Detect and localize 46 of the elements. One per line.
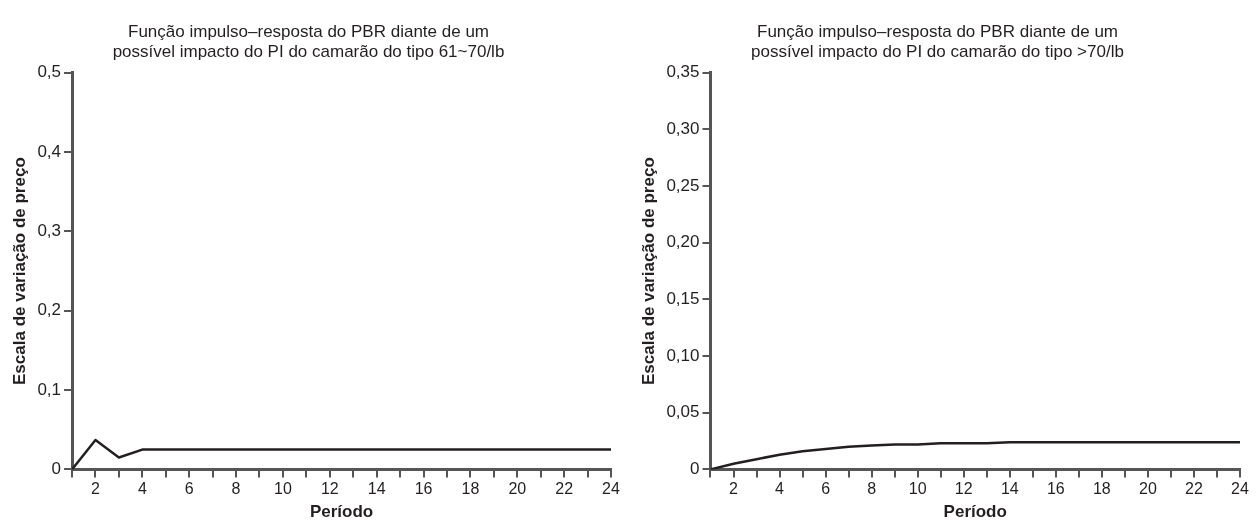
x-tick-label: 24 <box>602 480 620 498</box>
x-tick-label: 22 <box>555 480 574 498</box>
x-tick-label: 8 <box>231 480 241 498</box>
y-tick-label: 0,35 <box>666 62 700 82</box>
y-tick-label: 0 <box>51 459 62 479</box>
x-tick-label: 2 <box>729 480 739 498</box>
x-tick-label: 14 <box>367 480 386 498</box>
x-tick-label: 16 <box>1046 480 1065 498</box>
x-tick-label: 6 <box>184 480 194 498</box>
x-tick-label: 4 <box>775 480 785 498</box>
x-tick-label: 10 <box>274 480 292 498</box>
y-tick-label: 0,5 <box>37 62 62 82</box>
y-tick-label: 0,2 <box>37 300 62 320</box>
y-axis-title: Escala de variação de preço <box>9 157 29 385</box>
text: Função impulso–resposta do PBR diante de um <box>757 21 1118 41</box>
y-tick-label: 0,4 <box>37 141 62 161</box>
x-tick-label: 24 <box>1231 480 1249 498</box>
y-tick-label: 0,10 <box>666 345 700 365</box>
text: possível impacto do PI do camarão do tipo >70/lb <box>751 42 1124 62</box>
x-tick-label: 20 <box>1139 480 1157 498</box>
x-tick-label: 20 <box>508 480 527 498</box>
x-tick-label: 10 <box>908 480 927 498</box>
x-tick-label: 14 <box>1000 480 1019 498</box>
y-axis-title: Escala de variação de preço <box>638 157 658 385</box>
x-axis-title: Período <box>309 502 374 522</box>
x-axis-title: Período <box>943 502 1007 522</box>
x-tick-label: 12 <box>320 480 339 498</box>
text: possível impacto do PI do camarão do tipo 61~70/lb <box>112 42 505 62</box>
y-tick-label: 0,15 <box>666 289 700 309</box>
x-tick-label: 18 <box>461 480 480 498</box>
x-tick-label: 4 <box>137 480 147 498</box>
x-tick-label: 18 <box>1092 480 1111 498</box>
y-tick-label: 0,3 <box>37 221 62 241</box>
x-tick-label: 6 <box>821 480 831 498</box>
x-tick-label: 22 <box>1185 480 1203 498</box>
y-tick-label: 0,1 <box>37 379 62 399</box>
text: Função impulso–resposta do PBR diante de um <box>128 21 489 41</box>
x-tick-label: 16 <box>414 480 433 498</box>
y-tick-label: 0,25 <box>666 175 700 195</box>
y-tick-label: 0,05 <box>666 402 700 422</box>
y-tick-label: 0 <box>690 459 700 479</box>
x-tick-label: 8 <box>867 480 877 498</box>
y-tick-label: 0,20 <box>666 232 700 252</box>
y-tick-label: 0,30 <box>666 119 700 139</box>
x-tick-label: 2 <box>91 480 101 498</box>
x-tick-label: 12 <box>954 480 973 498</box>
